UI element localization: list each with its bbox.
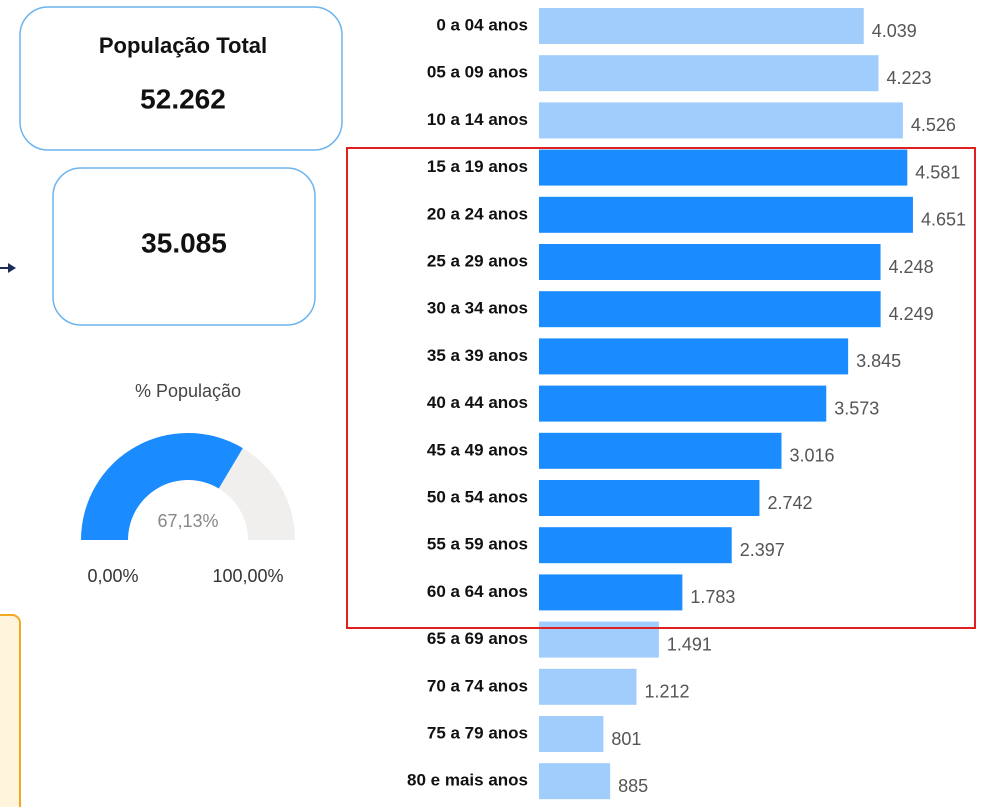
category-label: 25 a 29 anos [427, 251, 528, 270]
bar [539, 716, 604, 752]
card-value: 52.262 [140, 83, 226, 114]
value-label: 801 [611, 729, 641, 749]
arrow-head [8, 263, 16, 273]
bar [539, 102, 903, 139]
gauge-title: % População [135, 381, 241, 401]
category-label: 05 a 09 anos [427, 63, 528, 82]
value-label: 3.016 [789, 446, 834, 466]
gauge-tick-label: 0,00% [87, 566, 138, 586]
gauge-label: 67,13% [157, 511, 218, 531]
card [19, 6, 343, 151]
value-label: 4.581 [915, 162, 960, 182]
category-label: 55 a 59 anos [427, 535, 528, 554]
value-label: 4.223 [887, 68, 932, 88]
category-label: 50 a 54 anos [427, 487, 528, 506]
category-label: 70 a 74 anos [427, 676, 528, 695]
value-label: 3.573 [834, 398, 879, 418]
bar [539, 149, 908, 186]
gauge-value [81, 432, 243, 540]
highlight-box [346, 147, 976, 629]
bar [539, 432, 782, 469]
category-label: 75 a 79 anos [427, 723, 528, 742]
bar [539, 196, 913, 233]
category-label: 0 a 04 anos [436, 15, 528, 34]
category-label: 20 a 24 anos [427, 204, 528, 223]
category-label: 65 a 69 anos [427, 629, 528, 648]
category-label: 35 a 39 anos [427, 346, 528, 365]
bar [539, 385, 827, 422]
card-value: 35.085 [141, 227, 227, 258]
bar [539, 244, 881, 280]
category-label: 30 a 34 anos [427, 299, 528, 318]
bar [539, 527, 732, 564]
value-label: 4.039 [872, 21, 917, 41]
bar [539, 338, 849, 375]
value-label: 2.397 [740, 540, 785, 560]
category-label: 60 a 64 anos [427, 582, 528, 601]
bar [539, 55, 879, 92]
bar [539, 480, 760, 516]
category-label: 80 e mais anos [407, 771, 528, 790]
category-label: 40 a 44 anos [427, 393, 528, 412]
category-label: 15 a 19 anos [427, 157, 528, 176]
card-title: População Total [99, 33, 267, 58]
category-label: 45 a 49 anos [427, 440, 528, 459]
value-label: 1.783 [690, 587, 735, 607]
bar [539, 668, 637, 705]
card [52, 167, 316, 326]
value-label: 4.526 [911, 115, 956, 135]
side-panel [0, 614, 21, 807]
value-label: 1.212 [644, 682, 689, 702]
value-label: 4.248 [889, 257, 934, 277]
value-label: 2.742 [767, 493, 812, 513]
bar [539, 291, 881, 328]
value-label: 4.249 [889, 304, 934, 324]
bar [539, 8, 864, 44]
value-label: 1.491 [667, 634, 712, 654]
value-label: 885 [618, 776, 648, 796]
bar [539, 763, 611, 800]
category-label: 10 a 14 anos [427, 110, 528, 129]
value-label: 3.845 [856, 351, 901, 371]
gauge-tick-label: 100,00% [212, 566, 283, 586]
value-label: 4.651 [921, 210, 966, 230]
bar [539, 574, 683, 611]
